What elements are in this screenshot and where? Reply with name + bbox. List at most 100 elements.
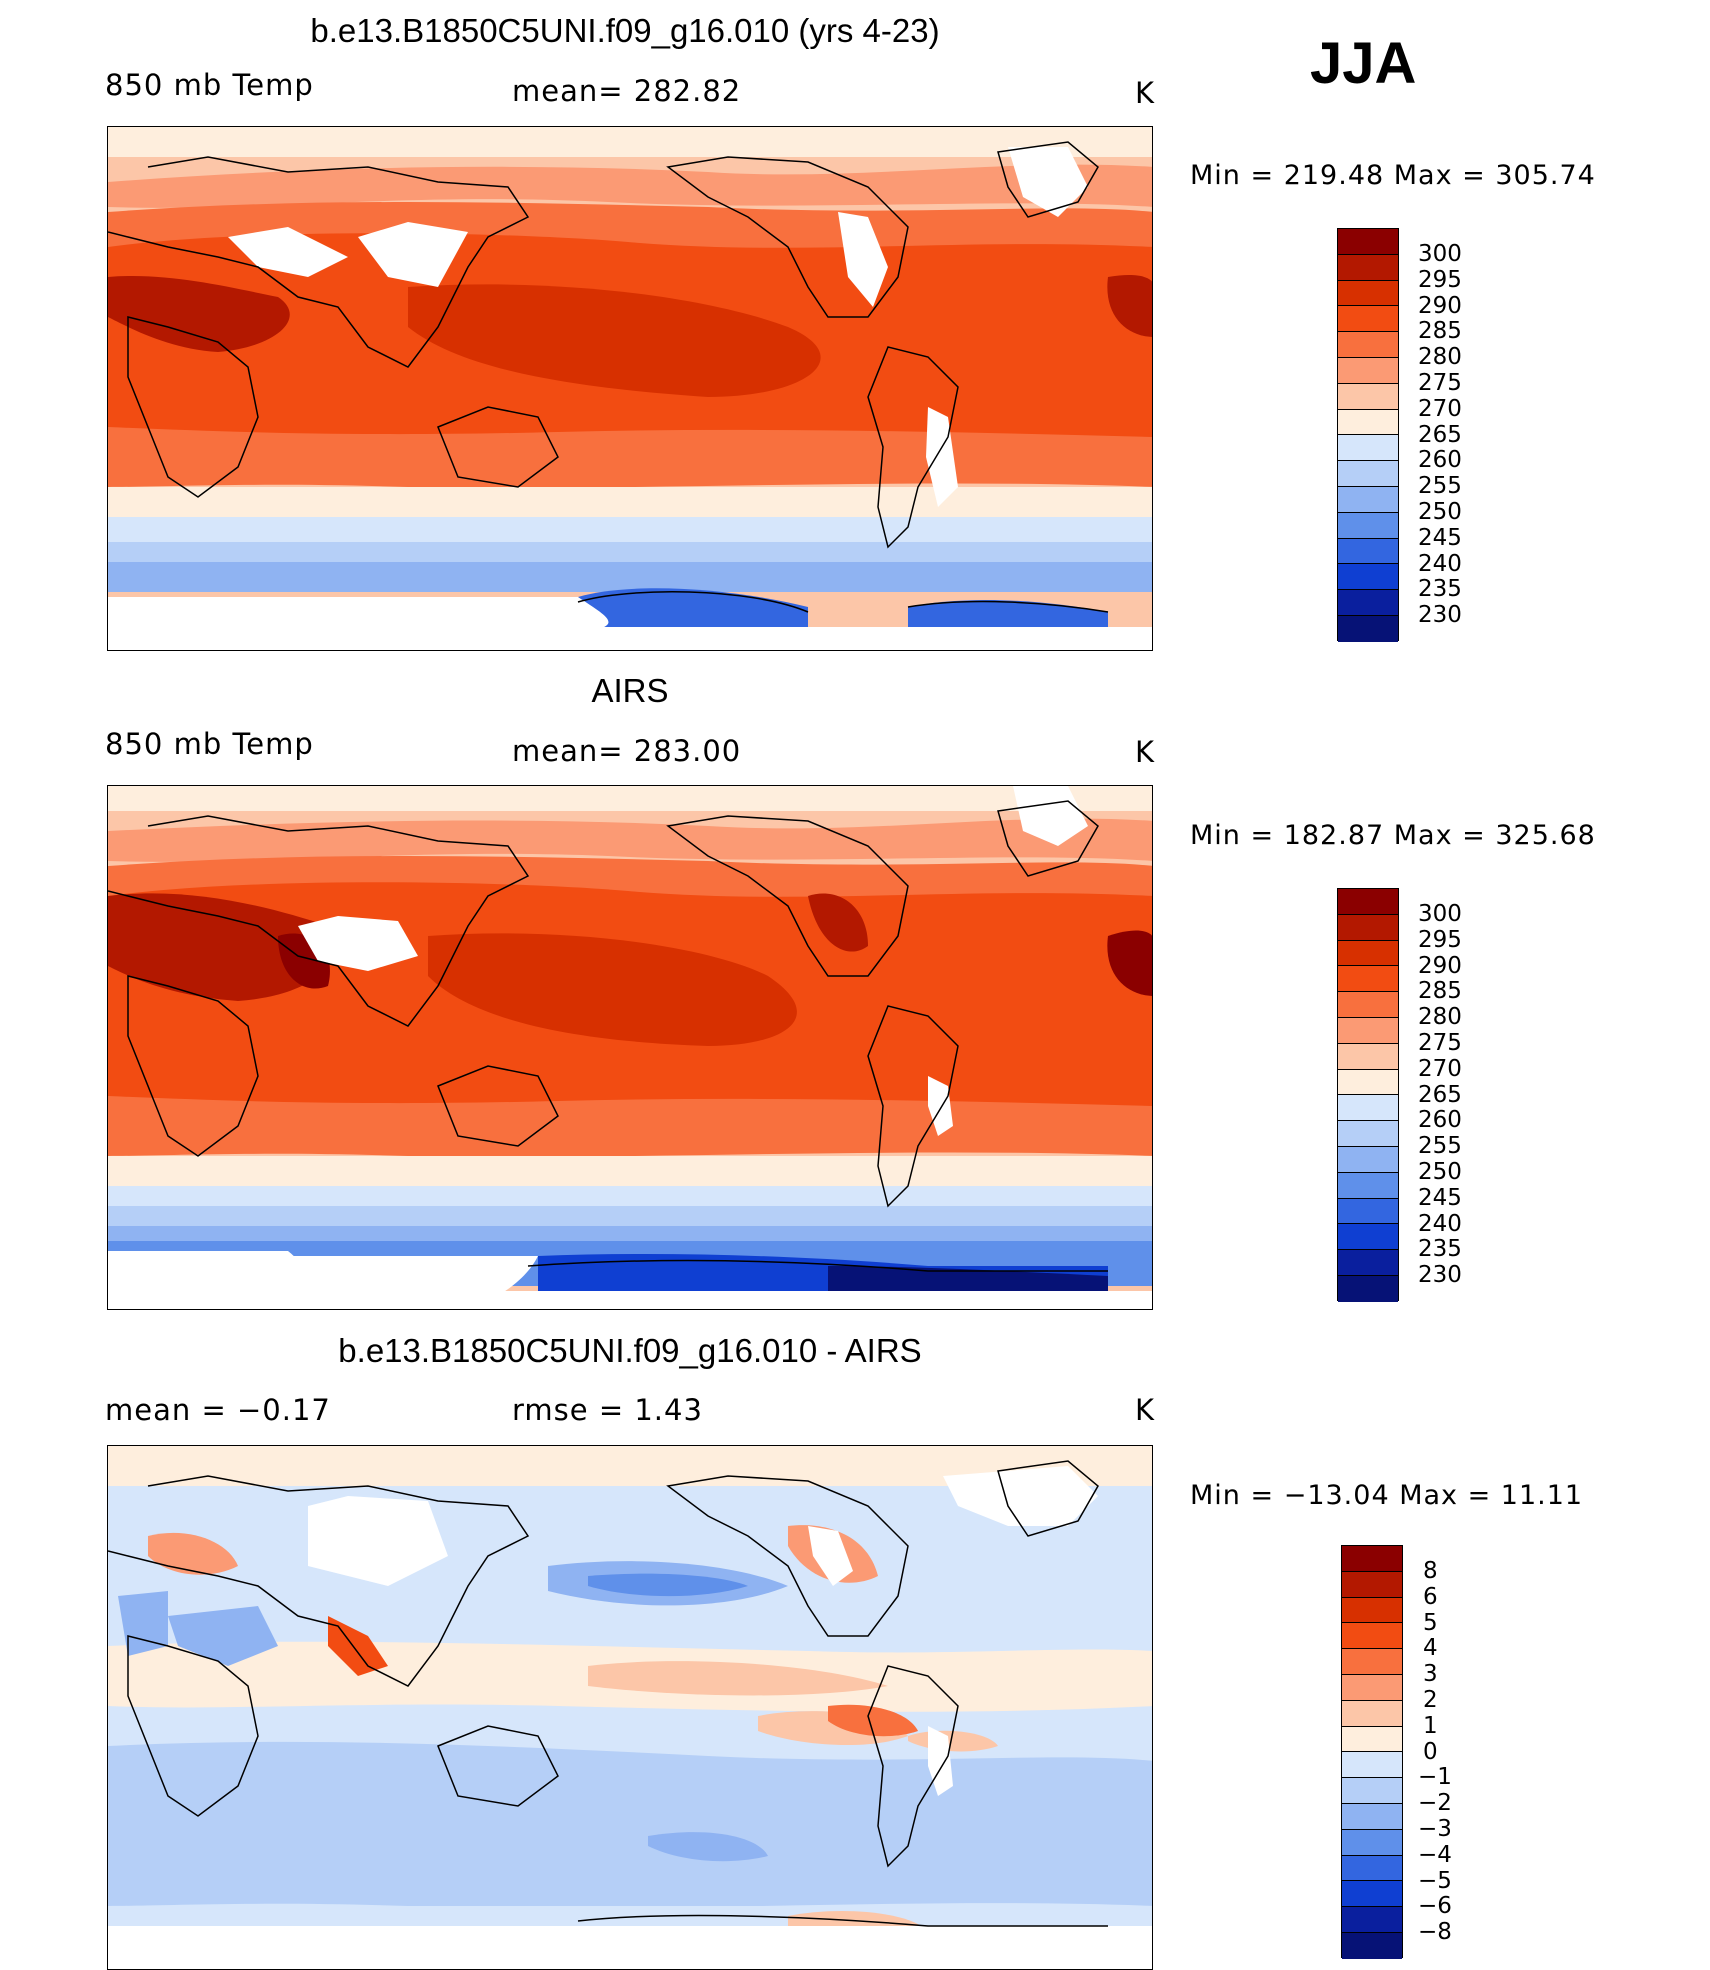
cbar-swatch	[1338, 254, 1398, 281]
cbar-tick-label: 295	[1418, 267, 1462, 293]
cbar-tick-label: 285	[1418, 318, 1462, 344]
cbar-swatch	[1338, 306, 1398, 333]
cbar-swatch	[1338, 332, 1398, 358]
cbar-swatch	[1342, 1881, 1402, 1908]
cbar-swatch	[1338, 1017, 1398, 1044]
cbar-swatch	[1338, 512, 1398, 539]
cbar-tick-label: 6	[1423, 1584, 1438, 1610]
panel2-colorbar	[1337, 888, 1399, 1302]
cbar-tick-label: 300	[1418, 901, 1462, 927]
cbar-swatch	[1338, 940, 1398, 967]
cbar-swatch	[1338, 357, 1398, 384]
cbar-swatch	[1338, 1224, 1398, 1251]
cbar-swatch	[1338, 914, 1398, 941]
cbar-tick-label: 290	[1418, 953, 1462, 979]
cbar-tick-label: 250	[1418, 499, 1462, 525]
cbar-tick-label: −8	[1418, 1919, 1452, 1945]
cbar-swatch	[1342, 1803, 1402, 1830]
cbar-tick-label: 230	[1418, 602, 1462, 628]
panel1-left-label: 850 mb Temp	[105, 68, 314, 102]
cbar-tick-label: 280	[1418, 344, 1462, 370]
panel3-center-label: rmse = 1.43	[512, 1393, 703, 1427]
cbar-tick-label: 3	[1423, 1661, 1438, 1687]
cbar-swatch	[1342, 1726, 1402, 1753]
cbar-swatch	[1338, 992, 1398, 1018]
cbar-tick-label: 4	[1423, 1635, 1438, 1661]
cbar-tick-label: 275	[1418, 370, 1462, 396]
cbar-tick-label: 8	[1423, 1558, 1438, 1584]
cbar-swatch	[1338, 409, 1398, 436]
panel3-title: b.e13.B1850C5UNI.f09_g16.010 - AIRS	[338, 1332, 922, 1369]
cbar-tick-label: −2	[1418, 1790, 1452, 1816]
cbar-swatch	[1338, 889, 1398, 915]
panel3-left-label: mean = −0.17	[105, 1393, 331, 1427]
cbar-swatch	[1342, 1623, 1402, 1650]
cbar-tick-label: 270	[1418, 396, 1462, 422]
cbar-swatch	[1338, 1069, 1398, 1096]
cbar-swatch	[1342, 1546, 1402, 1572]
cbar-tick-label: 240	[1418, 1211, 1462, 1237]
cbar-swatch	[1338, 966, 1398, 993]
cbar-tick-label: 260	[1418, 447, 1462, 473]
cbar-swatch	[1342, 1829, 1402, 1856]
cbar-swatch	[1342, 1855, 1402, 1882]
cbar-swatch	[1342, 1674, 1402, 1701]
cbar-tick-label: 255	[1418, 1133, 1462, 1159]
cbar-tick-label: 260	[1418, 1107, 1462, 1133]
season-label: JJA	[1310, 31, 1417, 96]
cbar-swatch	[1338, 486, 1398, 513]
cbar-swatch	[1338, 615, 1398, 642]
cbar-swatch	[1338, 590, 1398, 616]
panel1-map	[107, 126, 1153, 651]
cbar-swatch	[1342, 1597, 1402, 1624]
cbar-tick-label: 2	[1423, 1687, 1438, 1713]
cbar-swatch	[1338, 1146, 1398, 1173]
cbar-swatch	[1342, 1907, 1402, 1933]
cbar-tick-label: 235	[1418, 576, 1462, 602]
panel1-center-label: mean= 282.82	[512, 74, 742, 108]
cbar-tick-label: 280	[1418, 1004, 1462, 1030]
panel3-units: K	[1135, 1393, 1156, 1427]
cbar-tick-label: 235	[1418, 1236, 1462, 1262]
panel3-minmax: Min = −13.04 Max = 11.11	[1190, 1480, 1584, 1511]
cbar-swatch	[1338, 229, 1398, 255]
cbar-tick-label: 300	[1418, 241, 1462, 267]
panel2-minmax: Min = 182.87 Max = 325.68	[1190, 820, 1596, 851]
cbar-tick-label: 265	[1418, 1082, 1462, 1108]
cbar-swatch	[1338, 280, 1398, 307]
panel3-map	[107, 1445, 1153, 1970]
cbar-tick-label: 245	[1418, 1185, 1462, 1211]
cbar-tick-label: 285	[1418, 978, 1462, 1004]
cbar-tick-label: 1	[1423, 1713, 1438, 1739]
cbar-swatch	[1342, 1752, 1402, 1779]
panel1-title: b.e13.B1850C5UNI.f09_g16.010 (yrs 4-23)	[310, 12, 940, 49]
cbar-swatch	[1338, 383, 1398, 410]
cbar-swatch	[1338, 1275, 1398, 1302]
cbar-swatch	[1338, 538, 1398, 565]
cbar-tick-label: −5	[1418, 1868, 1452, 1894]
panel2-title: AIRS	[591, 672, 669, 709]
cbar-swatch	[1342, 1571, 1402, 1598]
cbar-tick-label: 240	[1418, 551, 1462, 577]
cbar-tick-label: 275	[1418, 1030, 1462, 1056]
cbar-tick-label: 5	[1423, 1610, 1438, 1636]
cbar-swatch	[1338, 1172, 1398, 1199]
cbar-swatch	[1342, 1649, 1402, 1675]
cbar-tick-label: 270	[1418, 1056, 1462, 1082]
cbar-tick-label: −6	[1418, 1893, 1452, 1919]
cbar-swatch	[1338, 1121, 1398, 1147]
panel2-center-label: mean= 283.00	[512, 734, 742, 768]
cbar-tick-label: 255	[1418, 473, 1462, 499]
cbar-swatch	[1338, 1198, 1398, 1225]
panel1-colorbar	[1337, 228, 1399, 642]
cbar-tick-label: 0	[1423, 1739, 1438, 1765]
panel1-units: K	[1135, 76, 1156, 110]
cbar-swatch	[1338, 1095, 1398, 1122]
cbar-swatch	[1338, 435, 1398, 462]
cbar-tick-label: 250	[1418, 1159, 1462, 1185]
panel3-colorbar	[1341, 1545, 1403, 1959]
panel2-map	[107, 785, 1153, 1310]
cbar-swatch	[1338, 1250, 1398, 1276]
cbar-swatch	[1338, 1043, 1398, 1070]
cbar-tick-label: −1	[1418, 1764, 1452, 1790]
